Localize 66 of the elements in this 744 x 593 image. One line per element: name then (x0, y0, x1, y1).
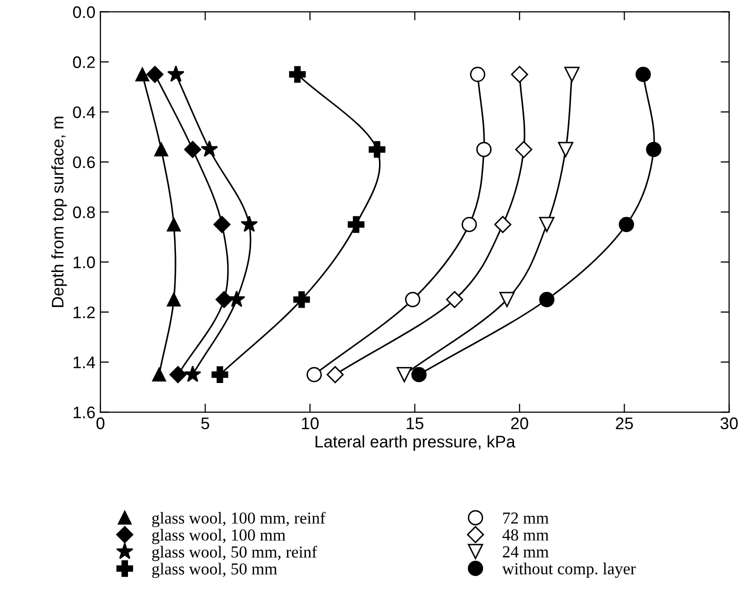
x-axis-title: Lateral earth pressure, kPa (316, 435, 516, 451)
point (499, 292, 515, 308)
point (396, 366, 412, 382)
point (476, 142, 492, 158)
point (228, 290, 246, 307)
point (200, 140, 218, 157)
y-tick-label: 0.6 (73, 156, 95, 168)
point (405, 292, 420, 308)
y-tick-label: 1.6 (74, 406, 95, 418)
point (184, 366, 202, 382)
point (618, 216, 634, 232)
point (368, 141, 386, 158)
point (446, 291, 464, 308)
point (213, 216, 231, 234)
x-tick-label: 30 (720, 417, 738, 430)
point (167, 65, 184, 82)
point (166, 292, 181, 307)
point (636, 66, 651, 82)
legend-label: glass wool, 100 mm, reinf (152, 512, 326, 528)
point (289, 66, 306, 83)
legend-label: without comp. layer (502, 562, 636, 578)
point (511, 66, 528, 83)
x-tick-label: 10 (302, 417, 319, 430)
point (169, 366, 187, 384)
point (564, 66, 580, 82)
y-tick-label: 0.2 (73, 56, 95, 68)
point (515, 140, 532, 158)
y-tick-label: 0.4 (73, 106, 96, 118)
point (135, 67, 150, 82)
x-tick-label: 20 (511, 417, 528, 430)
point (154, 142, 168, 156)
y-axis-title: Depth from top surface, m (51, 116, 67, 307)
point (539, 292, 554, 308)
y-tick-label: 0.0 (73, 6, 95, 18)
legend-label: 72 mm (503, 512, 549, 524)
point (184, 140, 202, 158)
point (240, 215, 258, 232)
legend-label: 48 mm (502, 529, 549, 541)
legend-label: glass wool, 50 mm, reinf (152, 546, 318, 562)
point (152, 368, 166, 382)
point (348, 216, 364, 233)
point (216, 291, 233, 308)
y-tick-label: 1.4 (74, 356, 96, 368)
y-tick-label: 0.8 (73, 206, 95, 218)
point (462, 216, 477, 232)
point (293, 291, 310, 308)
legend-label: glass wool, 50 mm (152, 562, 278, 578)
point (494, 216, 512, 234)
x-tick-label: 0 (96, 417, 104, 430)
y-tick-label: 1.2 (74, 306, 95, 318)
point (212, 366, 228, 383)
point (539, 216, 554, 232)
x-tick-label: 5 (201, 418, 210, 430)
y-tick-label: 1.0 (74, 256, 95, 268)
point (306, 366, 322, 382)
point (146, 66, 164, 83)
point (411, 366, 427, 382)
x-tick-label: 15 (406, 418, 424, 430)
point (558, 142, 574, 158)
legend-label: glass wool, 100 mm (152, 528, 286, 544)
legend-label: 24 mm (502, 546, 549, 558)
point (646, 142, 662, 158)
x-tick-label: 25 (616, 417, 633, 430)
point (166, 218, 181, 232)
point (470, 66, 486, 82)
point (326, 366, 344, 384)
